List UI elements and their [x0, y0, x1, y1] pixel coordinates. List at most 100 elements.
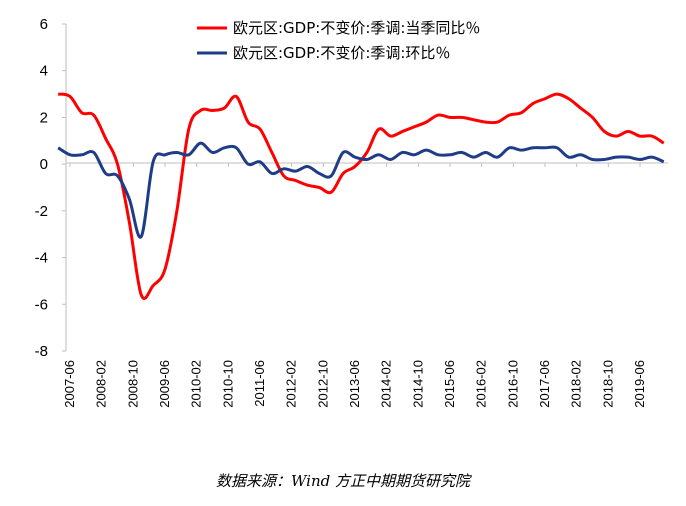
- qoq-point: [93, 151, 95, 153]
- qoq-point: [294, 170, 296, 172]
- x-tick-label: 2016-10: [505, 360, 520, 408]
- yoy-point: [389, 135, 391, 137]
- qoq-point: [223, 147, 225, 149]
- yoy-point: [223, 107, 225, 109]
- series-line-qoq: [57, 141, 665, 239]
- qoq-point: [318, 172, 320, 174]
- yoy-point: [437, 114, 439, 116]
- legend-item-qoq: 欧元区:GDP:不变价:季调:环比％: [197, 44, 450, 62]
- yoy-point: [271, 151, 273, 153]
- yoy-point: [639, 135, 641, 137]
- legend-label-qoq: 欧元区:GDP:不变价:季调:环比％: [233, 44, 450, 62]
- qoq-point: [69, 154, 71, 156]
- qoq-point: [81, 154, 83, 156]
- yoy-point: [176, 210, 178, 212]
- qoq-point: [389, 158, 391, 160]
- qoq-point: [378, 154, 380, 156]
- y-tick-label: -2: [35, 203, 48, 220]
- x-axis: 2007-06 2008-02 2008-10 2009-06 2010-02 2010-…: [62, 162, 668, 408]
- yoy-point: [199, 109, 201, 111]
- series-line-yoy: [57, 92, 665, 301]
- yoy-point: [330, 191, 332, 193]
- qoq-point: [627, 156, 629, 158]
- qoq-point: [556, 147, 558, 149]
- qoq-point: [283, 168, 285, 170]
- yoy-point: [473, 119, 475, 121]
- y-tick-label: -4: [35, 250, 48, 267]
- qoq-point: [366, 158, 368, 160]
- yoy-point: [235, 95, 237, 97]
- yoy-point: [449, 116, 451, 118]
- qoq-point: [520, 149, 522, 151]
- yoy-point: [568, 98, 570, 100]
- x-tick-label: 2016-02: [474, 360, 489, 408]
- yoy-point: [164, 268, 166, 270]
- qoq-point: [176, 151, 178, 153]
- x-tick-label: 2019-06: [632, 360, 647, 408]
- x-tick-label: 2008-02: [94, 360, 109, 408]
- qoq-point: [449, 154, 451, 156]
- yoy-point: [294, 179, 296, 181]
- y-tick-label: 6: [40, 16, 48, 33]
- yoy-point: [627, 130, 629, 132]
- yoy-point: [413, 126, 415, 128]
- qoq-point: [437, 154, 439, 156]
- qoq-point: [473, 156, 475, 158]
- x-tick-label: 2010-02: [189, 360, 204, 408]
- qoq-point: [508, 147, 510, 149]
- yoy-point: [69, 95, 71, 97]
- qoq-point: [461, 151, 463, 153]
- qoq-point: [603, 158, 605, 160]
- yoy-point: [57, 93, 59, 95]
- yoy-point: [188, 128, 190, 130]
- yoy-point: [93, 114, 95, 116]
- yoy-point: [306, 184, 308, 186]
- yoy-point: [152, 284, 154, 286]
- qoq-point: [484, 151, 486, 153]
- yoy-point: [366, 151, 368, 153]
- qoq-point: [663, 161, 665, 163]
- qoq-point: [57, 147, 59, 149]
- qoq-point: [425, 149, 427, 151]
- qoq-point: [188, 154, 190, 156]
- yoy-point: [378, 128, 380, 130]
- yoy-point: [508, 114, 510, 116]
- yoy-point: [496, 121, 498, 123]
- yoy-point: [544, 98, 546, 100]
- yoy-point: [484, 121, 486, 123]
- qoq-point: [164, 154, 166, 156]
- qoq-point: [199, 142, 201, 144]
- yoy-point: [401, 130, 403, 132]
- yoy-point: [603, 130, 605, 132]
- qoq-point: [413, 154, 415, 156]
- yoy-point: [259, 128, 261, 130]
- qoq-point: [259, 161, 261, 163]
- yoy-point: [318, 186, 320, 188]
- yoy-point: [663, 142, 665, 144]
- yoy-point: [615, 135, 617, 137]
- qoq-point: [152, 161, 154, 163]
- qoq-point: [354, 156, 356, 158]
- x-tick-label: 2009-06: [157, 360, 172, 408]
- y-axis: -8 -6 -4 -2 0 2 4 6: [35, 16, 67, 360]
- x-tick-label: 2012-10: [315, 360, 330, 408]
- qoq-point: [615, 156, 617, 158]
- y-tick-label: 0: [40, 156, 48, 173]
- yoy-point: [532, 102, 534, 104]
- yoy-point: [520, 112, 522, 114]
- qoq-point: [496, 156, 498, 158]
- yoy-point: [128, 221, 130, 223]
- qoq-point: [306, 165, 308, 167]
- series-layer: [57, 92, 665, 301]
- qoq-point: [235, 147, 237, 149]
- y-tick-label: -8: [35, 343, 48, 360]
- qoq-point: [544, 147, 546, 149]
- yoy-point: [211, 109, 213, 111]
- qoq-point: [211, 151, 213, 153]
- x-tick-label: 2007-06: [62, 360, 77, 408]
- yoy-point: [342, 172, 344, 174]
- yoy-point: [591, 116, 593, 118]
- qoq-point: [342, 151, 344, 153]
- qoq-point: [568, 156, 570, 158]
- yoy-point: [354, 165, 356, 167]
